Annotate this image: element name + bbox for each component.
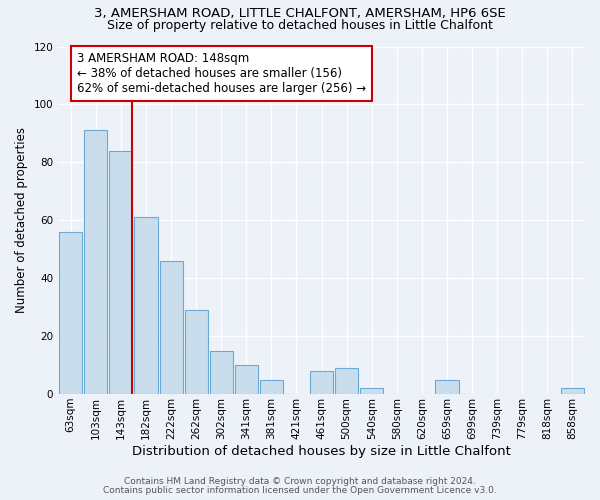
Bar (109, 151, 133, 394)
Bar (59, 232, 82, 394)
Bar (360, 388, 383, 394)
Y-axis label: Number of detached properties: Number of detached properties (15, 128, 28, 314)
Bar (561, 388, 584, 394)
Bar (84, 130, 107, 394)
Bar (310, 371, 333, 394)
Bar (436, 380, 458, 394)
Text: 3, AMERSHAM ROAD, LITTLE CHALFONT, AMERSHAM, HP6 6SE: 3, AMERSHAM ROAD, LITTLE CHALFONT, AMERS… (94, 8, 506, 20)
Bar (185, 310, 208, 394)
Text: Size of property relative to detached houses in Little Chalfont: Size of property relative to detached ho… (107, 19, 493, 32)
Text: 3 AMERSHAM ROAD: 148sqm
← 38% of detached houses are smaller (156)
62% of semi-d: 3 AMERSHAM ROAD: 148sqm ← 38% of detache… (77, 52, 367, 96)
Text: Contains public sector information licensed under the Open Government Licence v3: Contains public sector information licen… (103, 486, 497, 495)
Bar (335, 368, 358, 394)
Bar (160, 261, 182, 394)
X-axis label: Distribution of detached houses by size in Little Chalfont: Distribution of detached houses by size … (132, 444, 511, 458)
Bar (260, 380, 283, 394)
Bar (134, 218, 158, 394)
Bar (235, 365, 258, 394)
Text: Contains HM Land Registry data © Crown copyright and database right 2024.: Contains HM Land Registry data © Crown c… (124, 477, 476, 486)
Bar (209, 350, 233, 394)
